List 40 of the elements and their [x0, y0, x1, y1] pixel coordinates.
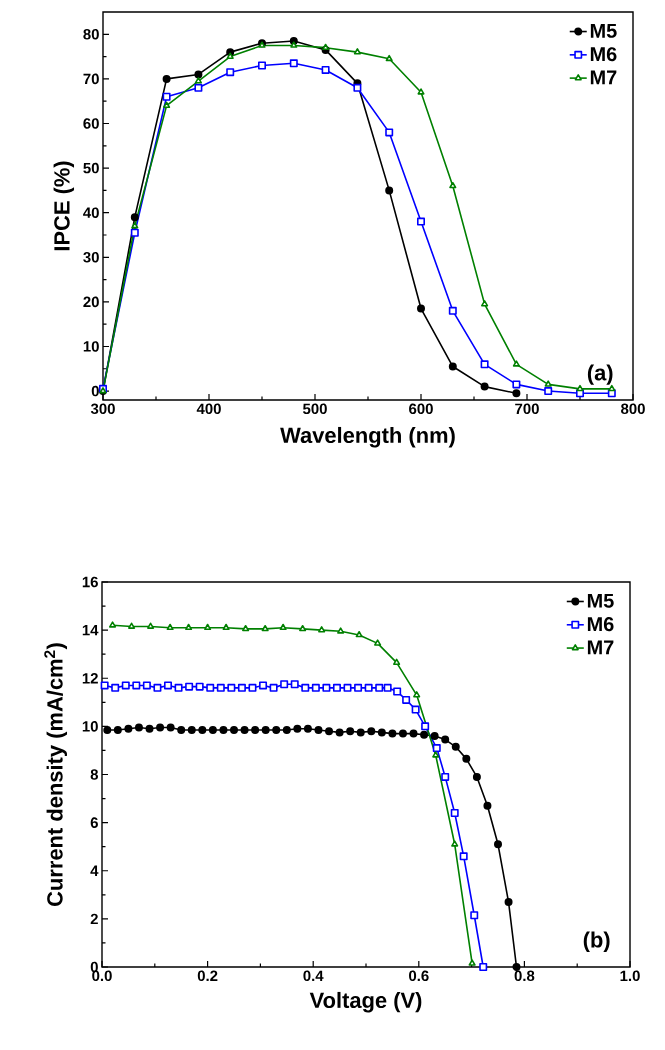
y-tick-label: 4	[90, 865, 99, 876]
x-tick-label: 700	[515, 403, 539, 415]
x-tick-label: 600	[409, 403, 433, 415]
x-tick-label: 500	[302, 403, 327, 415]
y-axis-title: Current density (mA/cm$^{2}$)	[44, 643, 68, 906]
x-axis-title: Voltage (V)	[309, 991, 422, 1013]
y-tick-label: 8	[90, 769, 99, 780]
legend-label: M6	[590, 47, 617, 62]
y-tick-label: 6	[90, 817, 98, 828]
y-tick-label: 2	[90, 913, 98, 925]
y-tick-label: 30	[83, 251, 99, 263]
legend-label: M7	[590, 70, 617, 85]
y-tick-label: 80	[83, 29, 99, 40]
legend-label: M6	[587, 617, 614, 632]
y-axis-title: IPCE (%)	[53, 161, 75, 251]
y-tick-label: 16	[82, 576, 98, 588]
y-tick-label: 50	[83, 162, 99, 174]
y-tick-label: 14	[82, 624, 99, 636]
x-tick-label: 1.0	[620, 970, 640, 982]
legend-label: M7	[587, 640, 614, 655]
y-tick-label: 20	[83, 296, 99, 308]
x-tick-label: 400	[196, 403, 221, 415]
y-tick-label: 12	[82, 673, 98, 684]
annotation: (a)	[587, 364, 613, 385]
x-tick-label: 0.2	[197, 970, 218, 982]
y-tick-label: 60	[83, 118, 99, 129]
y-tick-label: 10	[82, 721, 98, 732]
y-tick-label: 10	[83, 341, 99, 352]
x-axis-title: Wavelength (nm)	[280, 426, 455, 448]
x-tick-label: 300	[90, 403, 115, 415]
x-tick-label: 0.6	[409, 970, 429, 982]
y-tick-label: 0	[91, 385, 99, 397]
y-tick-label: 70	[83, 73, 99, 85]
x-tick-label: 0.4	[303, 970, 324, 982]
x-tick-label: 800	[621, 403, 645, 415]
annotation: (b)	[583, 931, 610, 952]
y-tick-label: 40	[83, 207, 99, 218]
x-tick-label: 0.8	[514, 970, 535, 982]
legend-label: M5	[587, 593, 614, 608]
legend-label: M5	[590, 23, 617, 38]
